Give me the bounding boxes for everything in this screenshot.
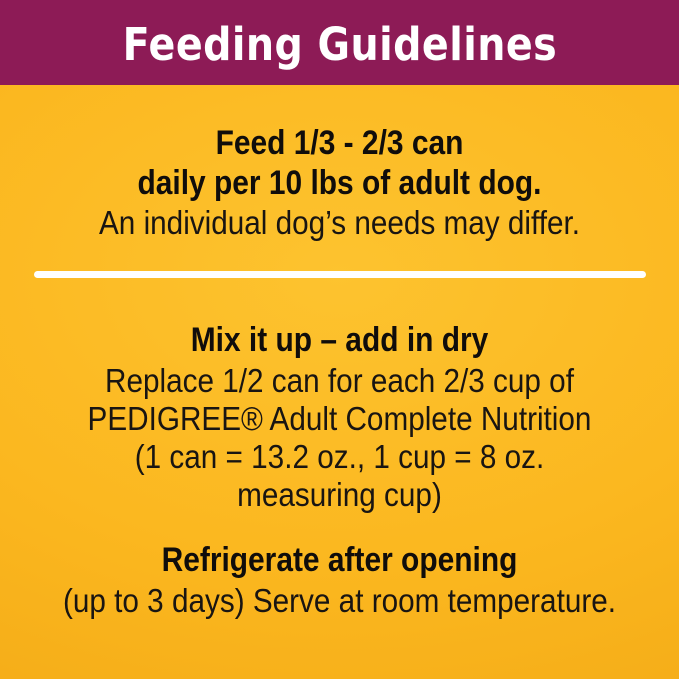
mix-line-3: (1 can = 13.2 oz., 1 cup = 8 oz. (134, 438, 545, 475)
mix-line-1: Replace 1/2 can for each 2/3 cup of (105, 362, 574, 399)
mix-line-4: measuring cup) (237, 476, 442, 513)
storage-line: (up to 3 days) Serve at room temperature… (62, 582, 616, 619)
page-title: Feeding Guidelines (122, 18, 557, 71)
mix-line-2: PEDIGREE® Adult Complete Nutrition (87, 400, 592, 437)
feeding-note: An individual dog’s needs may differ. (98, 204, 581, 241)
feeding-amount-line1: Feed 1/3 - 2/3 can (215, 124, 464, 162)
storage-heading: Refrigerate after opening (161, 541, 518, 579)
header-banner: Feeding Guidelines (0, 0, 679, 85)
label-body: Feed 1/3 - 2/3 can daily per 10 lbs of a… (0, 85, 679, 679)
section-feeding-amount: Feed 1/3 - 2/3 can daily per 10 lbs of a… (0, 123, 679, 243)
section-divider (33, 271, 646, 278)
section-mix-it-up: Mix it up – add in dry Replace 1/2 can f… (0, 320, 679, 514)
feeding-amount-line2: daily per 10 lbs of adult dog. (137, 164, 542, 202)
mix-heading: Mix it up – add in dry (190, 321, 489, 359)
section-storage: Refrigerate after opening (up to 3 days)… (0, 540, 679, 620)
